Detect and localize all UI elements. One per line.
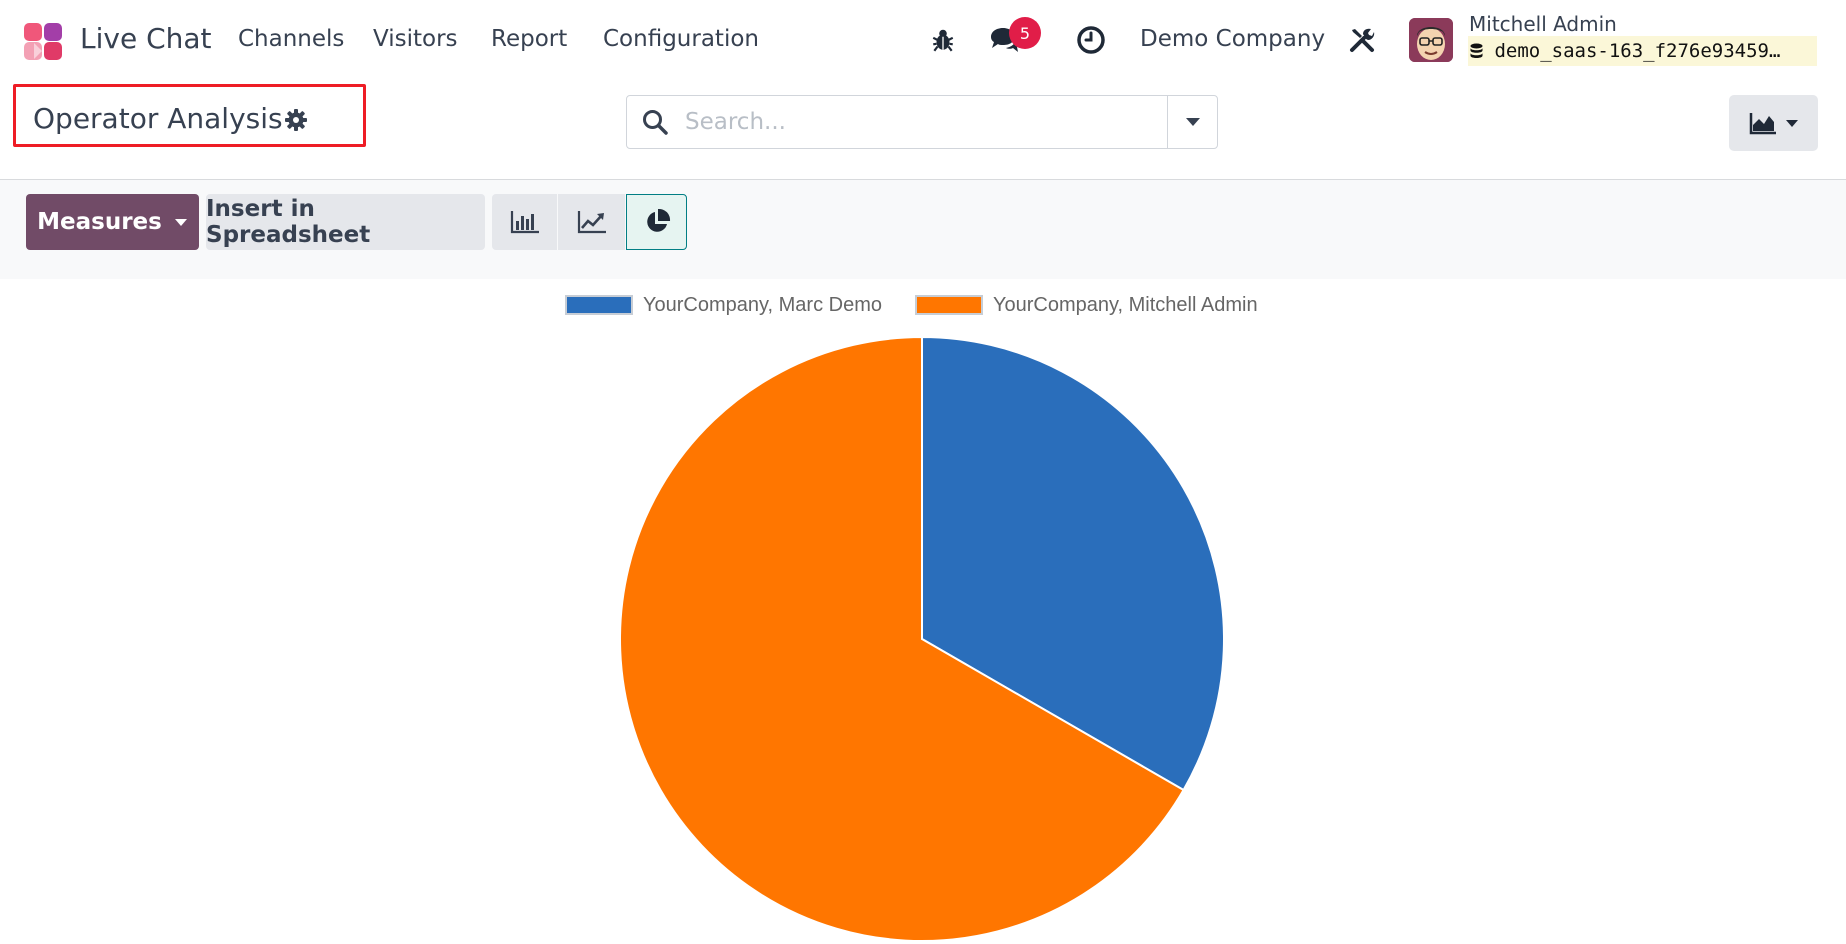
panel-divider xyxy=(0,179,1846,180)
search-input[interactable] xyxy=(685,104,1185,140)
user-name[interactable]: Mitchell Admin xyxy=(1469,12,1617,36)
tools-icon[interactable] xyxy=(1344,22,1380,58)
avatar-image xyxy=(1409,18,1453,62)
graph-toolbar: Measures Insert in Spreadsheet xyxy=(0,180,1846,279)
search-options-toggle[interactable] xyxy=(1168,96,1217,148)
insert-in-spreadsheet-button[interactable]: Insert in Spreadsheet xyxy=(206,194,485,250)
menu-configuration[interactable]: Configuration xyxy=(603,26,759,52)
live-chat-logo-icon[interactable] xyxy=(24,21,64,61)
caret-down-icon xyxy=(174,218,187,226)
search-bar xyxy=(626,95,1218,149)
caret-down-icon xyxy=(1185,118,1200,126)
clock-icon-glyph xyxy=(1077,26,1105,54)
legend-swatch xyxy=(915,295,983,315)
company-switcher[interactable]: Demo Company xyxy=(1140,26,1326,52)
menu-channels[interactable]: Channels xyxy=(238,26,345,52)
line-chart-mode-button[interactable] xyxy=(558,194,625,250)
top-navbar: Live Chat Channels Visitors Report Confi… xyxy=(0,0,1846,82)
search-icon[interactable] xyxy=(641,108,669,136)
pie-slice-2[interactable] xyxy=(619,335,1185,942)
menu-report[interactable]: Report xyxy=(491,26,568,52)
page-title: Operator Analysis xyxy=(33,102,283,135)
legend-swatch xyxy=(565,295,633,315)
pie-slice-1[interactable] xyxy=(921,335,1226,792)
bar-chart-icon xyxy=(510,211,539,234)
messages-count-badge: 5 xyxy=(1009,17,1041,49)
clock-icon[interactable] xyxy=(1073,22,1109,58)
legend-label: YourCompany, Mitchell Admin xyxy=(993,293,1258,316)
pie-chart-mode-button[interactable] xyxy=(626,194,687,250)
menu-visitors[interactable]: Visitors xyxy=(373,26,458,52)
title-highlight-box xyxy=(13,84,366,147)
avatar[interactable] xyxy=(1409,18,1453,62)
measures-label: Measures xyxy=(37,209,162,235)
app-name[interactable]: Live Chat xyxy=(80,22,212,55)
gear-icon[interactable] xyxy=(284,108,308,132)
search-divider xyxy=(1167,96,1168,148)
view-switcher-button[interactable] xyxy=(1729,95,1818,151)
pie-chart-icon xyxy=(646,208,670,232)
legend-label: YourCompany, Marc Demo xyxy=(643,293,882,316)
database-name: demo_saas-163_f276e93459… xyxy=(1468,36,1817,66)
bug-icon[interactable] xyxy=(925,22,961,58)
legend-item-mitchell-admin[interactable]: YourCompany, Mitchell Admin xyxy=(915,292,1258,318)
legend-item-marc-demo[interactable]: YourCompany, Marc Demo xyxy=(565,292,882,318)
line-chart-icon xyxy=(577,211,606,234)
caret-down-icon xyxy=(1785,119,1798,127)
bug-icon-glyph xyxy=(932,29,954,52)
tools-icon-glyph xyxy=(1350,28,1375,52)
area-chart-icon xyxy=(1749,113,1776,135)
bar-chart-mode-button[interactable] xyxy=(492,194,557,250)
database-icon xyxy=(1470,40,1494,62)
measures-button[interactable]: Measures xyxy=(26,194,199,250)
